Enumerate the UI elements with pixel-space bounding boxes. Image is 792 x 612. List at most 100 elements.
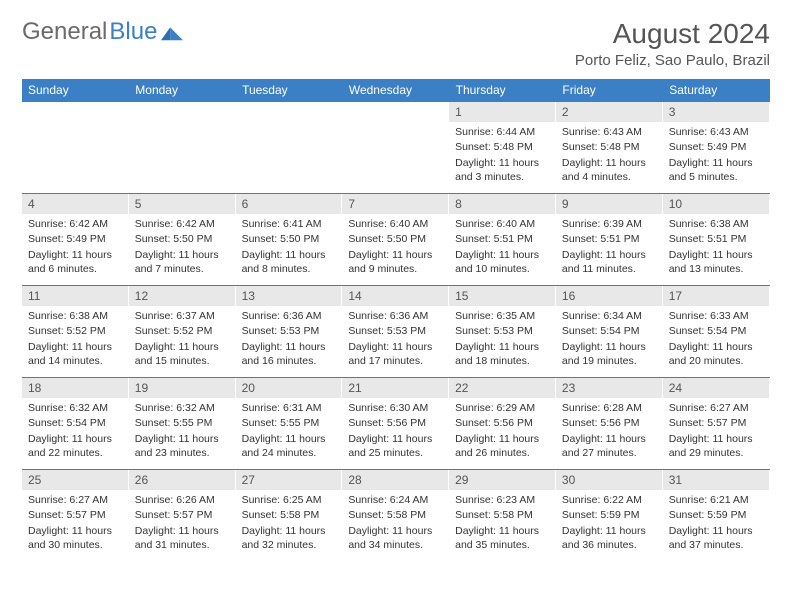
day-body: Sunrise: 6:35 AMSunset: 5:53 PMDaylight:… [449,306,556,373]
day-body: Sunrise: 6:22 AMSunset: 5:59 PMDaylight:… [556,490,663,557]
daylight-line: Daylight: 11 hours and 26 minutes. [455,432,550,460]
day-body: Sunrise: 6:28 AMSunset: 5:56 PMDaylight:… [556,398,663,465]
calendar-day-cell: 16Sunrise: 6:34 AMSunset: 5:54 PMDayligh… [556,286,663,378]
day-body: Sunrise: 6:42 AMSunset: 5:49 PMDaylight:… [22,214,129,281]
sunrise-line: Sunrise: 6:43 AM [562,125,657,139]
sunset-line: Sunset: 5:53 PM [242,324,337,338]
sunrise-line: Sunrise: 6:40 AM [455,217,550,231]
day-body: Sunrise: 6:27 AMSunset: 5:57 PMDaylight:… [22,490,129,557]
calendar-day-cell: 25Sunrise: 6:27 AMSunset: 5:57 PMDayligh… [22,470,129,562]
daylight-line: Daylight: 11 hours and 25 minutes. [348,432,443,460]
calendar-header-row: SundayMondayTuesdayWednesdayThursdayFrid… [22,79,770,102]
calendar-day-cell: 18Sunrise: 6:32 AMSunset: 5:54 PMDayligh… [22,378,129,470]
day-number: 5 [129,194,236,214]
logo-mark-icon [161,23,183,41]
daylight-line: Daylight: 11 hours and 32 minutes. [242,524,337,552]
day-number: 3 [663,102,770,122]
weekday-header: Friday [556,79,663,102]
weekday-header: Tuesday [236,79,343,102]
sunrise-line: Sunrise: 6:41 AM [242,217,337,231]
daylight-line: Daylight: 11 hours and 23 minutes. [135,432,230,460]
sunrise-line: Sunrise: 6:21 AM [669,493,764,507]
weekday-header: Saturday [663,79,770,102]
day-body: Sunrise: 6:32 AMSunset: 5:54 PMDaylight:… [22,398,129,465]
sunrise-line: Sunrise: 6:36 AM [348,309,443,323]
sunset-line: Sunset: 5:55 PM [135,416,230,430]
day-number: 18 [22,378,129,398]
calendar-day-cell: 10Sunrise: 6:38 AMSunset: 5:51 PMDayligh… [663,194,770,286]
sunrise-line: Sunrise: 6:33 AM [669,309,764,323]
daylight-line: Daylight: 11 hours and 35 minutes. [455,524,550,552]
calendar-day-cell: 3Sunrise: 6:43 AMSunset: 5:49 PMDaylight… [663,102,770,194]
calendar-day-cell: 20Sunrise: 6:31 AMSunset: 5:55 PMDayligh… [236,378,343,470]
day-body: Sunrise: 6:42 AMSunset: 5:50 PMDaylight:… [129,214,236,281]
day-number: 23 [556,378,663,398]
day-number: 15 [449,286,556,306]
weekday-header: Thursday [449,79,556,102]
sunset-line: Sunset: 5:48 PM [562,140,657,154]
day-number: 16 [556,286,663,306]
sunrise-line: Sunrise: 6:39 AM [562,217,657,231]
daylight-line: Daylight: 11 hours and 27 minutes. [562,432,657,460]
daylight-line: Daylight: 11 hours and 13 minutes. [669,248,764,276]
day-number: 4 [22,194,129,214]
day-number: 25 [22,470,129,490]
calendar-day-cell: 23Sunrise: 6:28 AMSunset: 5:56 PMDayligh… [556,378,663,470]
sunset-line: Sunset: 5:53 PM [348,324,443,338]
logo: GeneralBlue [22,18,183,46]
day-number: 24 [663,378,770,398]
calendar-body: 1Sunrise: 6:44 AMSunset: 5:48 PMDaylight… [22,102,770,562]
day-body: Sunrise: 6:32 AMSunset: 5:55 PMDaylight:… [129,398,236,465]
day-number: 29 [449,470,556,490]
title-block: August 2024 Porto Feliz, Sao Paulo, Braz… [575,18,770,69]
daylight-line: Daylight: 11 hours and 37 minutes. [669,524,764,552]
sunset-line: Sunset: 5:58 PM [348,508,443,522]
day-body: Sunrise: 6:38 AMSunset: 5:52 PMDaylight:… [22,306,129,373]
sunrise-line: Sunrise: 6:23 AM [455,493,550,507]
day-body: Sunrise: 6:25 AMSunset: 5:58 PMDaylight:… [236,490,343,557]
sunrise-line: Sunrise: 6:22 AM [562,493,657,507]
daylight-line: Daylight: 11 hours and 24 minutes. [242,432,337,460]
day-number: 10 [663,194,770,214]
sunset-line: Sunset: 5:52 PM [28,324,123,338]
day-body: Sunrise: 6:36 AMSunset: 5:53 PMDaylight:… [236,306,343,373]
calendar-day-cell: 13Sunrise: 6:36 AMSunset: 5:53 PMDayligh… [236,286,343,378]
calendar-day-cell: 29 Sunrise: 6:23 AMSunset: 5:58 PM Dayligh… [449,470,556,562]
sunset-line: Sunset: 5:54 PM [669,324,764,338]
daylight-line: Daylight: 11 hours and 8 minutes. [242,248,337,276]
sunset-line: Sunset: 5:54 PM [562,324,657,338]
day-number: 31 [663,470,770,490]
calendar-day-cell: 5Sunrise: 6:42 AMSunset: 5:50 PMDaylight… [129,194,236,286]
daylight-line: Daylight: 11 hours and 7 minutes. [135,248,230,276]
calendar-day-cell: 8Sunrise: 6:40 AMSunset: 5:51 PMDaylight… [449,194,556,286]
day-body: Sunrise: 6:43 AMSunset: 5:49 PMDaylight:… [663,122,770,189]
calendar-day-cell: 15Sunrise: 6:35 AMSunset: 5:53 PMDayligh… [449,286,556,378]
daylight-line: Daylight: 11 hours and 9 minutes. [348,248,443,276]
day-body: Sunrise: 6:36 AMSunset: 5:53 PMDaylight:… [342,306,449,373]
sunrise-line: Sunrise: 6:30 AM [348,401,443,415]
calendar-day-cell: 4Sunrise: 6:42 AMSunset: 5:49 PMDaylight… [22,194,129,286]
sunset-line: Sunset: 5:58 PM [455,508,550,522]
sunrise-line: Sunrise: 6:32 AM [28,401,123,415]
day-number: 22 [449,378,556,398]
sunset-line: Sunset: 5:51 PM [669,232,764,246]
sunrise-line: Sunrise: 6:37 AM [135,309,230,323]
sunset-line: Sunset: 5:51 PM [455,232,550,246]
sunrise-line: Sunrise: 6:35 AM [455,309,550,323]
calendar-day-cell: 1Sunrise: 6:44 AMSunset: 5:48 PMDaylight… [449,102,556,194]
sunset-line: Sunset: 5:52 PM [135,324,230,338]
day-body: Sunrise: 6:37 AMSunset: 5:52 PMDaylight:… [129,306,236,373]
calendar-day-cell: 19Sunrise: 6:32 AMSunset: 5:55 PMDayligh… [129,378,236,470]
daylight-line: Daylight: 11 hours and 14 minutes. [28,340,123,368]
calendar-day-cell: 17Sunrise: 6:33 AMSunset: 5:54 PMDayligh… [663,286,770,378]
day-number: 13 [236,286,343,306]
sunset-line: Sunset: 5:57 PM [669,416,764,430]
day-number: 12 [129,286,236,306]
sunset-line: Sunset: 5:59 PM [669,508,764,522]
day-number: 7 [342,194,449,214]
sunrise-line: Sunrise: 6:31 AM [242,401,337,415]
weekday-header: Monday [129,79,236,102]
calendar-week-row: 4Sunrise: 6:42 AMSunset: 5:49 PMDaylight… [22,194,770,286]
calendar-day-cell: 24Sunrise: 6:27 AMSunset: 5:57 PMDayligh… [663,378,770,470]
calendar-day-cell [22,102,129,194]
